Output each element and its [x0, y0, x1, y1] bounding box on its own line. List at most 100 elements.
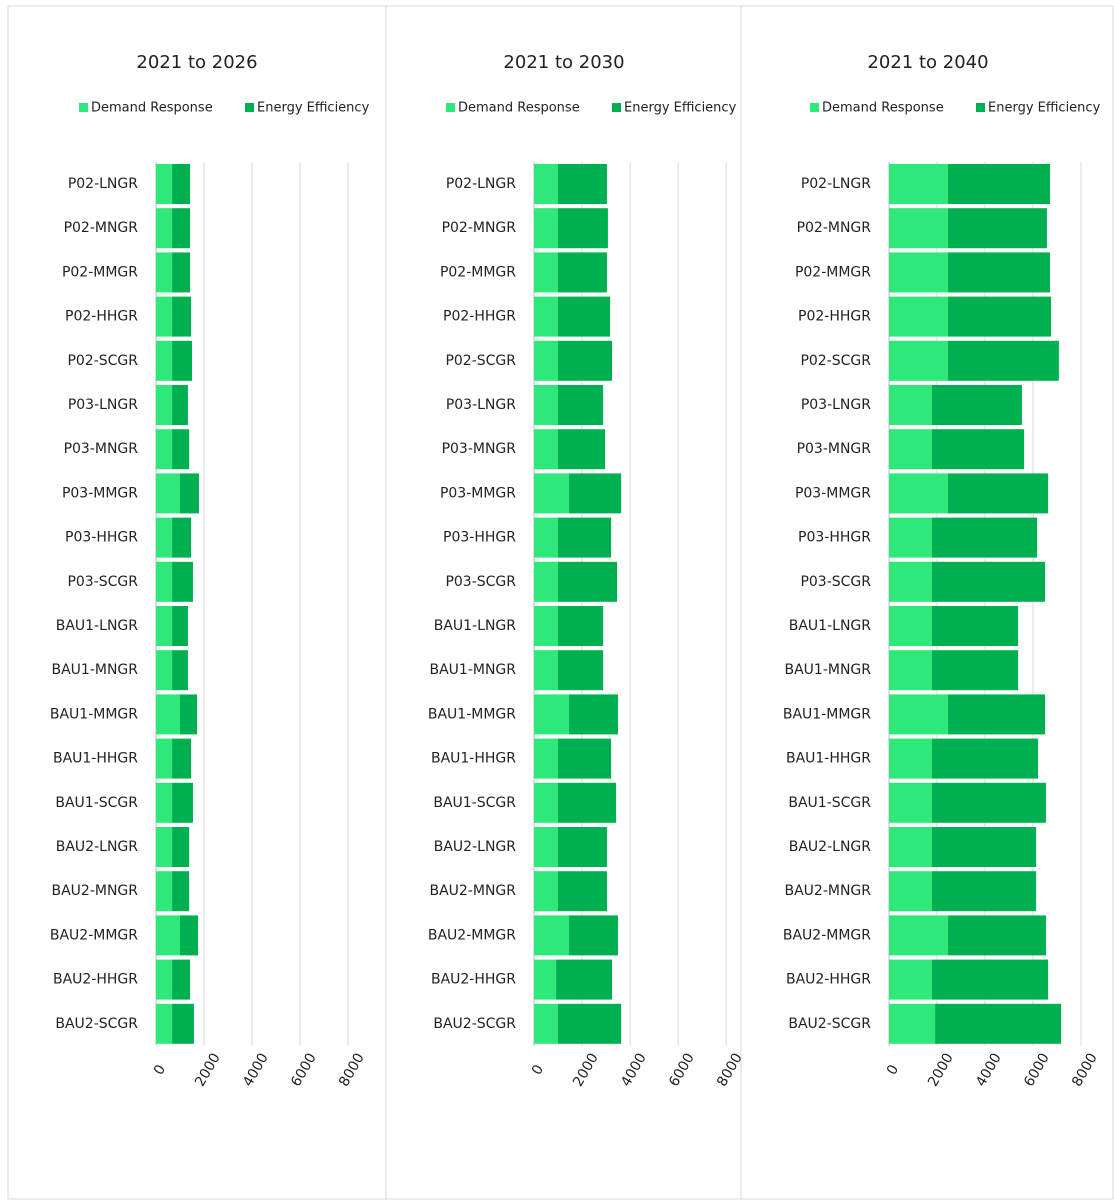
bar-segment	[156, 340, 173, 381]
bar-segment	[172, 385, 188, 425]
bar-segment	[931, 429, 1025, 470]
bar-segment	[558, 738, 612, 779]
y-tick-label: P03-MNGR	[442, 441, 517, 457]
bar-segment	[889, 650, 932, 691]
y-tick-label: P02-MNGR	[64, 220, 139, 236]
bar-segment	[156, 429, 173, 470]
bar-segment	[931, 959, 1049, 1000]
bar-segment	[558, 429, 606, 470]
bar-segment	[156, 252, 173, 293]
bar-segment	[172, 164, 191, 204]
bar-segment	[889, 561, 932, 602]
y-tick-label: P02-SCGR	[445, 353, 516, 369]
bar-segment	[172, 517, 192, 558]
y-tick-label: P02-SCGR	[67, 353, 138, 369]
legend-label: Demand Response	[458, 101, 580, 116]
bar-segment	[948, 252, 1051, 293]
y-tick-label: BAU1-MMGR	[783, 706, 871, 722]
bar-segment	[558, 385, 604, 425]
y-tick-label: BAU1-MNGR	[51, 662, 138, 678]
bar-segment	[889, 827, 932, 867]
bar-segment	[558, 650, 604, 691]
bar-segment	[156, 296, 173, 337]
legend-label: Energy Efficiency	[257, 101, 370, 116]
y-tick-label: BAU2-MMGR	[428, 927, 516, 943]
bar-segment	[948, 915, 1046, 956]
y-tick-label: P02-MMGR	[440, 264, 516, 280]
bar-segment	[534, 296, 558, 337]
bar-segment	[156, 561, 173, 602]
chart-title: 2021 to 2030	[503, 52, 624, 73]
bar-segment	[889, 296, 949, 337]
y-tick-label: BAU2-HHGR	[786, 972, 871, 988]
y-tick-label: P03-MMGR	[795, 485, 871, 501]
bar-segment	[889, 606, 932, 646]
bar-segment	[569, 915, 618, 956]
y-tick-label: BAU2-LNGR	[789, 839, 872, 855]
chart-title: 2021 to 2026	[136, 52, 257, 73]
bar-segment	[534, 208, 558, 249]
y-tick-label: BAU2-SCGR	[55, 1016, 138, 1032]
bar-segment	[534, 517, 558, 558]
bar-segment	[172, 738, 192, 779]
y-tick-label: BAU1-MNGR	[784, 662, 871, 678]
y-tick-label: BAU1-LNGR	[434, 618, 517, 634]
bar-segment	[172, 782, 193, 823]
bar-segment	[156, 827, 173, 867]
bar-segment	[948, 296, 1051, 337]
y-tick-label: BAU2-HHGR	[53, 972, 138, 988]
y-tick-label: BAU1-MMGR	[428, 706, 516, 722]
bar-segment	[931, 827, 1037, 867]
y-tick-label: BAU1-SCGR	[433, 795, 516, 811]
y-tick-label: BAU1-MMGR	[50, 706, 138, 722]
bar-segment	[156, 650, 173, 691]
bar-segment	[558, 208, 608, 249]
y-tick-label: BAU2-MMGR	[50, 927, 138, 943]
bar-segment	[534, 782, 558, 823]
frame	[7, 5, 1114, 1200]
bar-segment	[558, 827, 607, 867]
bar-segment	[889, 782, 932, 823]
bar-segment	[558, 296, 611, 337]
bar-segment	[948, 473, 1049, 514]
legend-swatch	[810, 103, 819, 112]
y-tick-label: P02-HHGR	[443, 309, 516, 325]
bar-segment	[172, 606, 188, 646]
bar-segment	[931, 385, 1022, 425]
bar-segment	[172, 429, 190, 470]
bar-segment	[172, 1003, 194, 1044]
bar-segment	[558, 340, 612, 381]
y-tick-label: P03-LNGR	[446, 397, 516, 413]
bar-segment	[156, 606, 173, 646]
bar-segment	[948, 340, 1059, 381]
bar-segment	[156, 208, 173, 249]
bar-segment	[172, 561, 193, 602]
legend-swatch	[612, 103, 621, 112]
y-tick-label: P03-LNGR	[68, 397, 138, 413]
chart-title: 2021 to 2040	[867, 52, 988, 73]
y-tick-label: P03-SCGR	[445, 574, 516, 590]
bar-segment	[889, 694, 949, 735]
y-tick-label: BAU2-LNGR	[56, 839, 139, 855]
y-tick-label: BAU2-MMGR	[783, 927, 871, 943]
y-tick-label: P03-LNGR	[801, 397, 871, 413]
y-tick-label: BAU2-SCGR	[433, 1016, 516, 1032]
bar-segment	[172, 871, 190, 912]
bar-segment	[558, 1003, 622, 1044]
bar-segment	[931, 738, 1039, 779]
bar-segment	[534, 650, 558, 691]
bar-segment	[556, 959, 612, 1000]
bar-segment	[931, 871, 1037, 912]
bar-segment	[156, 959, 173, 1000]
y-tick-label: P02-HHGR	[65, 309, 138, 325]
bar-segment	[889, 252, 949, 293]
y-tick-label: P03-HHGR	[443, 530, 516, 546]
bar-segment	[569, 694, 618, 735]
bar-segment	[558, 517, 612, 558]
y-tick-label: P02-LNGR	[801, 176, 871, 192]
bar-segment	[558, 561, 618, 602]
bar-segment	[172, 340, 192, 381]
legend-label: Demand Response	[91, 101, 213, 116]
bar-segment	[156, 1003, 173, 1044]
